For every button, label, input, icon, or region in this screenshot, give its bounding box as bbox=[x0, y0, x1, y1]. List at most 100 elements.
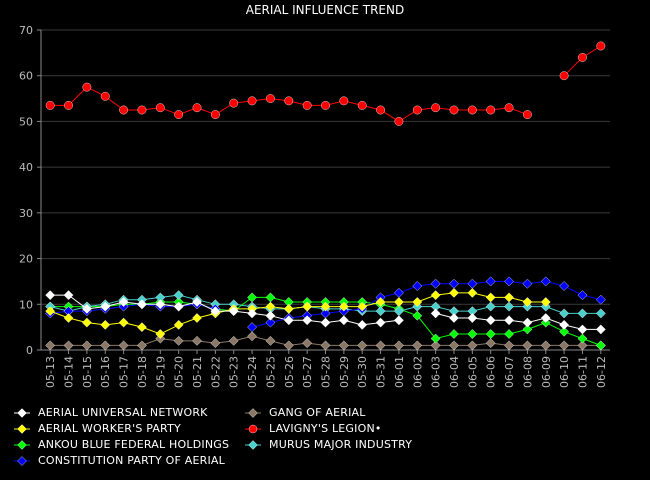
legend-marker-icon bbox=[245, 407, 261, 418]
data-point bbox=[431, 103, 441, 113]
data-point bbox=[155, 299, 166, 310]
data-point bbox=[45, 340, 56, 351]
chart-title: AERIAL INFLUENCE TREND bbox=[246, 3, 404, 17]
legend-label: GANG OF AERIAL bbox=[269, 406, 366, 419]
x-tick-label: 05-27 bbox=[301, 356, 314, 388]
data-point bbox=[485, 276, 496, 287]
data-point bbox=[82, 317, 92, 328]
data-point bbox=[486, 105, 496, 115]
legend-item: AERIAL WORKER'S PARTY bbox=[14, 422, 181, 435]
legend-label: MURUS MAJOR INDUSTRY bbox=[269, 438, 413, 451]
series-line bbox=[50, 292, 546, 335]
x-tick-label: 06-12 bbox=[595, 356, 608, 388]
data-point bbox=[412, 310, 423, 321]
plot-area bbox=[45, 41, 606, 351]
data-point bbox=[430, 333, 441, 344]
legend-item: AERIAL UNIVERSAL NETWORK bbox=[14, 406, 208, 419]
x-tick-label: 05-19 bbox=[154, 356, 167, 388]
legend-marker-icon bbox=[14, 439, 30, 450]
legend-item: CONSTITUTION PARTY OF AERIAL bbox=[14, 454, 225, 467]
data-point bbox=[559, 326, 569, 337]
data-point bbox=[192, 297, 202, 307]
data-point bbox=[394, 340, 404, 351]
legend-item: ANKOU BLUE FEDERAL HOLDINGS bbox=[14, 438, 229, 451]
legend-label: CONSTITUTION PARTY OF AERIAL bbox=[38, 454, 225, 467]
data-point bbox=[485, 292, 496, 303]
legend-item: LAVIGNY'S LEGION• bbox=[245, 422, 382, 435]
x-tick-label: 05-30 bbox=[356, 356, 369, 388]
data-point bbox=[595, 308, 606, 319]
x-tick-label: 06-07 bbox=[503, 356, 516, 388]
data-point bbox=[596, 41, 606, 51]
data-point bbox=[449, 329, 459, 339]
data-point bbox=[265, 292, 276, 303]
data-point bbox=[302, 101, 312, 110]
data-point bbox=[559, 308, 569, 319]
data-point bbox=[228, 335, 239, 346]
grid bbox=[41, 29, 610, 305]
legend-marker-icon bbox=[245, 424, 261, 433]
data-point bbox=[320, 301, 331, 312]
data-point bbox=[63, 290, 74, 301]
data-point bbox=[467, 313, 478, 323]
data-point bbox=[247, 331, 257, 342]
data-point bbox=[82, 82, 92, 92]
data-point bbox=[412, 105, 422, 115]
legend-marker-icon bbox=[14, 407, 30, 418]
data-point bbox=[504, 340, 514, 351]
data-point bbox=[283, 303, 294, 314]
data-point bbox=[118, 340, 129, 351]
data-point bbox=[100, 301, 111, 312]
legend-marker-icon bbox=[245, 439, 261, 450]
data-point bbox=[522, 278, 533, 289]
x-tick-label: 06-01 bbox=[393, 356, 406, 388]
data-point bbox=[522, 324, 533, 335]
y-tick-label: 50 bbox=[19, 115, 33, 128]
data-point bbox=[540, 276, 551, 287]
legend: AERIAL UNIVERSAL NETWORK AERIAL WORKER'S … bbox=[0, 406, 650, 480]
data-point bbox=[430, 308, 441, 319]
data-point bbox=[394, 297, 404, 307]
x-tick-label: 05-26 bbox=[283, 356, 296, 388]
data-point bbox=[540, 340, 551, 351]
data-point bbox=[577, 308, 588, 319]
data-point bbox=[522, 317, 533, 328]
data-point bbox=[577, 324, 588, 335]
y-tick-label: 10 bbox=[19, 298, 33, 311]
x-tick-label: 05-17 bbox=[118, 356, 131, 388]
series-line bbox=[50, 45, 602, 122]
data-point bbox=[375, 317, 386, 328]
data-point bbox=[302, 338, 313, 349]
data-point bbox=[595, 340, 606, 351]
data-point bbox=[229, 98, 239, 108]
data-point bbox=[559, 340, 569, 351]
data-point bbox=[283, 340, 294, 351]
data-point bbox=[577, 333, 588, 344]
x-tick-label: 05-23 bbox=[228, 356, 241, 388]
data-point bbox=[467, 329, 478, 339]
x-tick-label: 06-03 bbox=[430, 356, 443, 388]
legend-label: LAVIGNY'S LEGION• bbox=[269, 422, 382, 435]
data-point bbox=[82, 340, 92, 351]
data-point bbox=[192, 103, 202, 113]
data-point bbox=[173, 301, 184, 312]
x-tick-label: 06-10 bbox=[558, 356, 571, 388]
data-point bbox=[266, 94, 275, 103]
data-point bbox=[118, 317, 129, 328]
x-tick-label: 05-25 bbox=[264, 356, 277, 388]
data-point bbox=[540, 297, 551, 307]
x-tick-label: 05-22 bbox=[209, 356, 222, 388]
data-point bbox=[265, 317, 276, 328]
data-point bbox=[321, 101, 330, 110]
data-point bbox=[449, 313, 459, 323]
y-tick-label: 40 bbox=[19, 161, 33, 174]
legend-item: MURUS MAJOR INDUSTRY bbox=[245, 438, 412, 451]
data-point bbox=[265, 310, 276, 321]
data-point bbox=[504, 329, 514, 339]
data-point bbox=[45, 306, 56, 317]
x-tick-label: 05-15 bbox=[81, 356, 94, 388]
data-point bbox=[430, 290, 441, 301]
data-point bbox=[595, 294, 606, 305]
x-tick-label: 05-16 bbox=[99, 356, 112, 388]
